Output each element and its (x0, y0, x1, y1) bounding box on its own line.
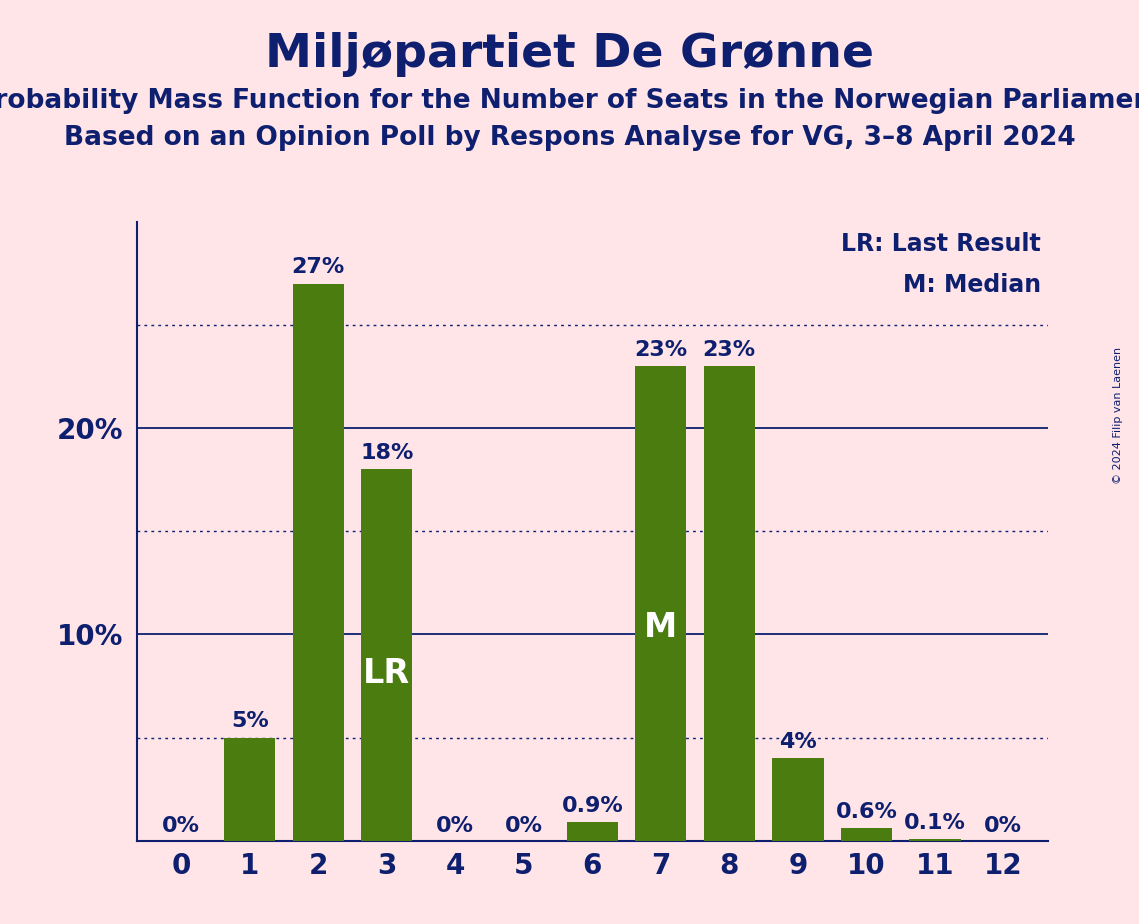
Text: M: Median: M: Median (903, 274, 1041, 298)
Bar (293, 284, 344, 841)
Text: Probability Mass Function for the Number of Seats in the Norwegian Parliament: Probability Mass Function for the Number… (0, 88, 1139, 114)
Text: 27%: 27% (292, 258, 345, 277)
Text: 23%: 23% (703, 340, 756, 360)
Text: 4%: 4% (779, 732, 817, 752)
Text: LR: Last Result: LR: Last Result (842, 232, 1041, 256)
Bar (566, 822, 618, 841)
Text: Based on an Opinion Poll by Respons Analyse for VG, 3–8 April 2024: Based on an Opinion Poll by Respons Anal… (64, 125, 1075, 151)
Text: 18%: 18% (360, 444, 413, 463)
Bar (704, 366, 755, 841)
Text: 0%: 0% (162, 816, 200, 835)
Text: Miljøpartiet De Grønne: Miljøpartiet De Grønne (265, 32, 874, 78)
Bar (636, 366, 687, 841)
Text: 5%: 5% (231, 711, 269, 732)
Text: 0.6%: 0.6% (835, 802, 898, 822)
Text: 0.1%: 0.1% (904, 812, 966, 833)
Text: M: M (645, 611, 678, 644)
Text: 0%: 0% (984, 816, 1023, 835)
Text: 0%: 0% (436, 816, 474, 835)
Bar (841, 829, 892, 841)
Text: © 2024 Filip van Laenen: © 2024 Filip van Laenen (1114, 347, 1123, 484)
Text: 0.9%: 0.9% (562, 796, 623, 816)
Bar (772, 759, 823, 841)
Text: LR: LR (363, 657, 410, 690)
Text: 23%: 23% (634, 340, 687, 360)
Bar (224, 737, 276, 841)
Bar (361, 469, 412, 841)
Bar (909, 839, 960, 841)
Text: 0%: 0% (505, 816, 543, 835)
